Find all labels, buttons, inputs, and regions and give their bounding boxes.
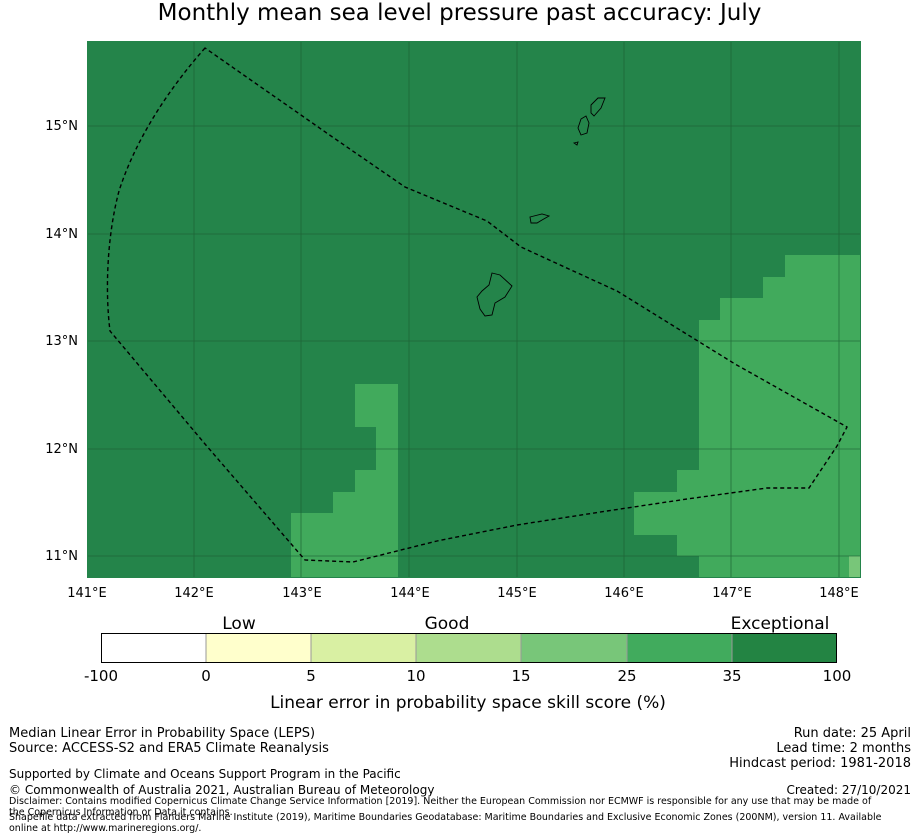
colorbar-tick: 25 xyxy=(617,667,637,685)
footer-shapefile-credit: Shapefile data extracted from Flanders M… xyxy=(9,812,882,834)
colorbar-segment xyxy=(627,633,732,663)
graticule xyxy=(87,41,861,578)
colorbar-title: Linear error in probability space skill … xyxy=(270,693,666,713)
eez-boundary xyxy=(106,47,848,563)
footer-copyright: © Commonwealth of Australia 2021, Austra… xyxy=(9,783,435,797)
skill-patch-south xyxy=(291,384,398,578)
footer-disclaimer: Disclaimer: Contains modified Copernicus… xyxy=(9,796,872,818)
lon-label-147e: 147°E xyxy=(712,586,752,601)
colorbar-tick: 100 xyxy=(822,667,852,685)
hindcast-period: Hindcast period: 1981-2018 xyxy=(729,756,911,771)
lon-label-141e: 141°E xyxy=(67,586,107,601)
lon-label-144e: 144°E xyxy=(390,586,430,601)
run-date: Run date: 25 April xyxy=(793,726,911,741)
footer-source: Source: ACCESS-S2 and ERA5 Climate Reana… xyxy=(9,741,329,756)
lead-time: Lead time: 2 months xyxy=(776,741,911,756)
quality-label-good: Good xyxy=(424,614,470,634)
islands xyxy=(476,97,606,317)
lat-label-14n: 14°N xyxy=(45,227,78,242)
colorbar-tick: 5 xyxy=(306,667,316,685)
colorbar-segment xyxy=(101,633,206,663)
lat-label-12n: 12°N xyxy=(45,442,78,457)
colorbar xyxy=(101,633,837,663)
lon-label-145e: 145°E xyxy=(497,586,537,601)
skill-score-map xyxy=(87,41,861,578)
colorbar-tick: 0 xyxy=(201,667,211,685)
island-aguijan xyxy=(572,141,579,146)
colorbar-segment xyxy=(206,633,311,663)
quality-label-low: Low xyxy=(222,614,256,634)
lat-label-13n: 13°N xyxy=(45,334,78,349)
island-rota xyxy=(529,213,551,224)
colorbar-segment xyxy=(521,633,627,663)
colorbar-segment xyxy=(732,633,837,663)
skill-patch-corner xyxy=(849,556,861,578)
footer-method: Median Linear Error in Probability Space… xyxy=(9,726,316,741)
lon-label-146e: 146°E xyxy=(604,586,644,601)
lat-label-11n: 11°N xyxy=(45,549,78,564)
lat-label-15n: 15°N xyxy=(45,119,78,134)
created-date: Created: 27/10/2021 xyxy=(786,783,911,797)
skill-patch-east xyxy=(634,255,861,578)
colorbar-tick: 35 xyxy=(722,667,742,685)
footer-supported: Supported by Climate and Oceans Support … xyxy=(9,767,401,781)
colorbar-segment xyxy=(311,633,416,663)
colorbar-segment xyxy=(416,633,521,663)
colorbar-tick: 10 xyxy=(406,667,426,685)
colorbar-tick: 15 xyxy=(511,667,531,685)
map-title: Monthly mean sea level pressure past acc… xyxy=(157,0,762,26)
lon-label-142e: 142°E xyxy=(174,586,214,601)
quality-label-exceptional: Exceptional xyxy=(730,614,830,634)
colorbar-tick: -100 xyxy=(83,667,119,685)
lon-label-148e: 148°E xyxy=(819,586,859,601)
island-guam xyxy=(476,272,513,317)
lon-label-143e: 143°E xyxy=(282,586,322,601)
island-saipan xyxy=(590,97,606,117)
island-tinian xyxy=(577,115,590,136)
